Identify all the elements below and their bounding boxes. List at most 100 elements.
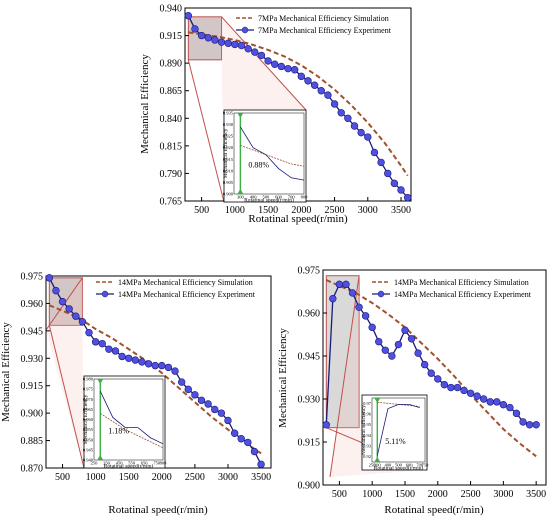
y-tick-label: 0.945 — [21, 326, 44, 337]
experiment-data-point — [144, 360, 153, 368]
experiment-data-point — [532, 421, 540, 429]
experiment-data-point — [525, 421, 534, 429]
y-tick-label: 0.915 — [21, 381, 44, 392]
experiment-data-point — [184, 12, 193, 20]
chart-panel-3: 500 1000 1500 2000 2500 3000 3500 0.900 0.915 0.9… — [277, 266, 547, 516]
experiment-data-point — [230, 429, 239, 437]
experiment-data-point — [434, 375, 442, 383]
inset-x-tick-label: 250 — [369, 463, 377, 468]
experiment-data-point — [322, 421, 330, 429]
y-tick-label: 0.870 — [21, 464, 44, 475]
experiment-data-point — [204, 34, 212, 42]
experiment-data-point — [164, 363, 173, 372]
experiment-data-point — [364, 133, 372, 141]
experiment-data-point — [317, 87, 325, 95]
y-tick-label: 0.900 — [298, 481, 321, 492]
y-axis-title: Mechanical Efficiency — [277, 328, 289, 428]
experiment-data-point — [350, 122, 359, 130]
x-tick-label: 2000 — [428, 489, 448, 500]
y-tick-label: 0.915 — [298, 438, 321, 449]
experiment-data-point — [344, 114, 352, 122]
inset-y-tick-label: 0.94 — [363, 433, 372, 438]
experiment-data-point — [355, 303, 363, 311]
experiment-data-point — [342, 280, 350, 289]
experiment-data-point — [111, 347, 120, 355]
x-tick-label: 2500 — [461, 489, 481, 500]
chart-panel-2: 500 1000 1500 2000 2500 3000 3500 0.870 0.885 0.9… — [0, 272, 272, 516]
inset-y-tick-label: 0.945 — [83, 447, 94, 452]
inset-y-tick-label: 0.955 — [83, 427, 94, 432]
experiment-data-point — [397, 186, 405, 194]
inset-gap-arrow-bottom — [97, 455, 104, 460]
experiment-data-point — [251, 48, 259, 56]
inset-y-axis-title: Mechanical Efficiency — [82, 394, 89, 444]
experiment-data-point — [390, 179, 399, 188]
inset-y-tick-label: 0.93 — [363, 444, 372, 449]
experiment-data-point — [337, 109, 345, 117]
inset-percent-annotation: 0.88% — [248, 161, 269, 170]
y-tick-label: 0.940 — [160, 4, 183, 15]
inset-y-tick-label: 0.930 — [223, 122, 234, 127]
experiment-data-point — [394, 340, 403, 349]
inset-simulation-line — [240, 145, 305, 167]
legend-experiment-marker — [101, 290, 109, 298]
experiment-data-point — [375, 337, 383, 346]
inset-x-tick-label: 800 — [301, 195, 309, 200]
experiment-data-point — [58, 297, 67, 306]
inset-x-tick-label: 400 — [250, 195, 258, 200]
experiment-data-point — [290, 66, 299, 74]
inset-x-axis-title: Rotatinal speed(r/min) — [374, 465, 424, 472]
inset-y-tick-label: 0.97 — [363, 401, 372, 406]
inset-gap-arrow-top — [237, 113, 244, 118]
x-tick-label: 3000 — [493, 489, 513, 500]
inset-plot-frame — [233, 112, 305, 195]
inset-y-axis-title: Mechanical Efficiency — [360, 405, 367, 455]
experiment-data-point — [98, 339, 106, 348]
x-tick-label: 2500 — [325, 205, 345, 216]
x-tick-label: 1500 — [119, 472, 139, 483]
experiment-data-point — [211, 36, 219, 44]
inset-x-tick-label: 600 — [406, 463, 414, 468]
inset-y-tick-label: 0.910 — [223, 168, 234, 173]
experiment-data-point — [368, 323, 376, 332]
experiment-data-point — [224, 416, 232, 425]
experiment-data-point — [211, 405, 219, 414]
legend-simulation-label: 14MPa Mechanical Efficiency Simulation — [118, 278, 253, 287]
inset-percent-annotation: 1.18% — [108, 427, 129, 436]
y-tick-label: 0.930 — [298, 395, 321, 406]
simulation-series-line — [188, 31, 409, 177]
x-tick-label: 3000 — [358, 205, 378, 216]
experiment-data-point — [197, 396, 206, 405]
experiment-data-point — [377, 158, 385, 167]
zoom-line — [48, 325, 85, 469]
inset-y-tick-label: 0.960 — [83, 417, 94, 422]
y-tick-label: 0.945 — [298, 352, 321, 363]
inset-y-tick-label: 0.96 — [363, 412, 372, 417]
experiment-data-point — [335, 280, 344, 289]
inset-chart: 250 350 450 550 650 750 800 0.940 0.945 0.950 0.95… — [82, 375, 167, 470]
experiment-data-point — [250, 447, 259, 456]
experiment-data-point — [310, 81, 319, 89]
x-axis-title: Rotatinal speed(r/min) — [248, 213, 348, 225]
y-tick-label: 0.865 — [160, 86, 183, 97]
inset-simulation-line — [100, 413, 164, 449]
simulation-series-line — [325, 279, 537, 458]
inset-frame — [223, 109, 307, 203]
experiment-data-point — [388, 352, 396, 360]
inset-y-tick-label: 0.915 — [223, 157, 234, 162]
y-tick-label: 0.975 — [298, 266, 321, 277]
y-tick-label: 0.765 — [160, 197, 183, 208]
experiment-data-point — [231, 40, 239, 49]
experiment-data-point — [277, 62, 286, 71]
inset-gap-arrow-bottom — [374, 457, 381, 462]
x-tick-label: 3500 — [526, 489, 546, 500]
experiment-data-point — [493, 398, 501, 406]
experiment-data-point — [204, 400, 212, 408]
experiment-data-point — [407, 335, 416, 343]
experiment-data-point — [361, 312, 370, 320]
inset-y-tick-label: 0.920 — [223, 145, 234, 150]
y-tick-label: 0.915 — [160, 31, 183, 42]
experiment-data-point — [65, 305, 73, 313]
inset-y-tick-label: 0.935 — [223, 111, 234, 116]
